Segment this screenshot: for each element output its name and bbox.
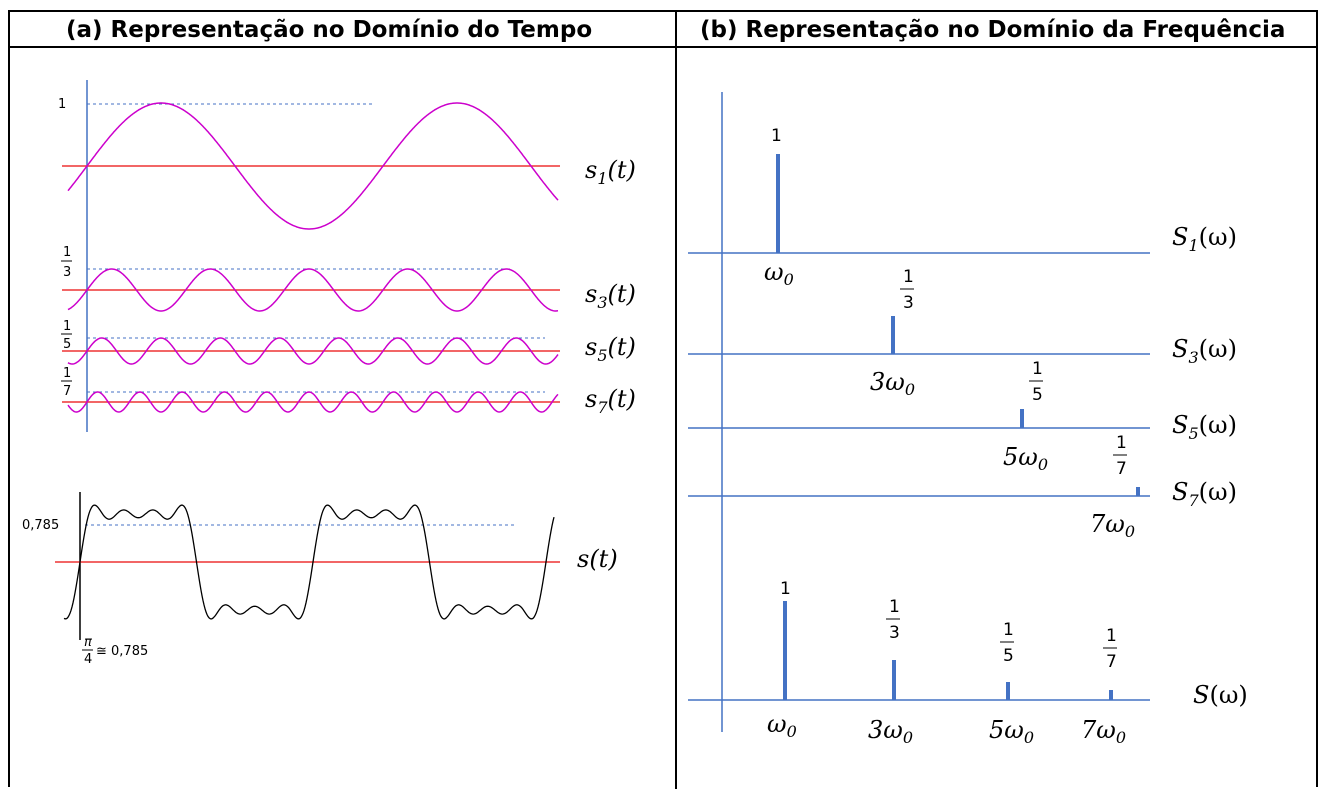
header-row (10, 12, 1316, 48)
s3-wave (67, 268, 559, 312)
s3-label: s3(t) (585, 280, 636, 312)
column-divider (675, 12, 677, 789)
S-freq-7: 7ω0 (1081, 716, 1126, 747)
S-freq-3: 3ω0 (868, 716, 913, 747)
s3-amplitude-num: 1 (63, 245, 71, 260)
S-spike-1 (783, 601, 787, 700)
sum-wave (63, 504, 555, 620)
pi-den: 4 (84, 652, 92, 667)
s5-label: s5(t) (585, 333, 636, 365)
S3-label: S3(ω) (1172, 335, 1237, 367)
S5-amp-den: 5 (1032, 385, 1043, 405)
header-frequency-domain: (b) Representação no Domínio da Frequênc… (700, 17, 1286, 43)
pi-approx: ≅ 0,785 (96, 644, 148, 659)
S3-amp-den: 3 (903, 293, 914, 313)
s7-amplitude-den: 7 (63, 384, 71, 399)
S5-label: S5(ω) (1172, 411, 1237, 443)
S-spike-3 (892, 660, 896, 700)
s7-amplitude-num: 1 (63, 366, 71, 381)
S-amp-1: 1 (780, 579, 791, 599)
S7-amp-num: 1 (1116, 433, 1127, 453)
S-amp-5-num: 1 (1003, 620, 1014, 640)
sum-peak-label: 0,785 (22, 518, 59, 533)
S3-spike (891, 316, 895, 354)
S1-freq: ω0 (764, 258, 794, 289)
S5-spike (1020, 409, 1024, 428)
S-amp-7-den: 7 (1106, 652, 1117, 672)
S5-freq: 5ω0 (1003, 443, 1048, 474)
S-spike-7 (1109, 690, 1113, 700)
pi-num: π (84, 635, 92, 650)
S-amp-3-num: 1 (889, 597, 900, 617)
S3-amp-num: 1 (903, 267, 914, 287)
S7-spike (1136, 487, 1140, 496)
s7-wave (67, 391, 559, 413)
S-label: S(ω) (1193, 681, 1248, 709)
S7-amp-den: 7 (1116, 459, 1127, 479)
S7-freq: 7ω0 (1090, 510, 1135, 541)
figure-frame: (a) Representação no Domínio do Tempo (b… (8, 10, 1318, 789)
S-freq-1: ω0 (767, 710, 797, 741)
S-amp-3-den: 3 (889, 623, 900, 643)
frequency-domain-panel: 1 ω0 S1(ω) 1 3 3ω0 S3(ω) 1 5 5ω0 S5(ω) 1… (688, 92, 1248, 747)
header-time-domain: (a) Representação no Domínio do Tempo (66, 17, 593, 43)
s3-amplitude-den: 3 (63, 265, 71, 280)
S1-amplitude: 1 (771, 126, 782, 146)
S7-label: S7(ω) (1172, 478, 1237, 510)
S1-label: S1(ω) (1172, 223, 1237, 255)
s5-amplitude-den: 5 (63, 337, 71, 352)
s1-amplitude-label: 1 (58, 97, 66, 112)
S1-spike (776, 154, 780, 253)
s7-label: s7(t) (585, 385, 636, 417)
s5-amplitude-num: 1 (63, 319, 71, 334)
s1-label: s1(t) (585, 156, 636, 188)
S-amp-7-num: 1 (1106, 626, 1117, 646)
S5-amp-num: 1 (1032, 359, 1043, 379)
S-amp-5-den: 5 (1003, 646, 1014, 666)
sum-label: s(t) (577, 545, 618, 573)
s5-wave (67, 337, 559, 365)
s1-wave (67, 102, 559, 230)
S3-freq: 3ω0 (870, 368, 915, 399)
S-spike-5 (1006, 682, 1010, 700)
time-domain-panel: 1 s1(t) 1 3 s3(t) 1 5 s5(t) 1 7 s7(t) 0,… (22, 80, 636, 667)
S-freq-5: 5ω0 (989, 716, 1034, 747)
